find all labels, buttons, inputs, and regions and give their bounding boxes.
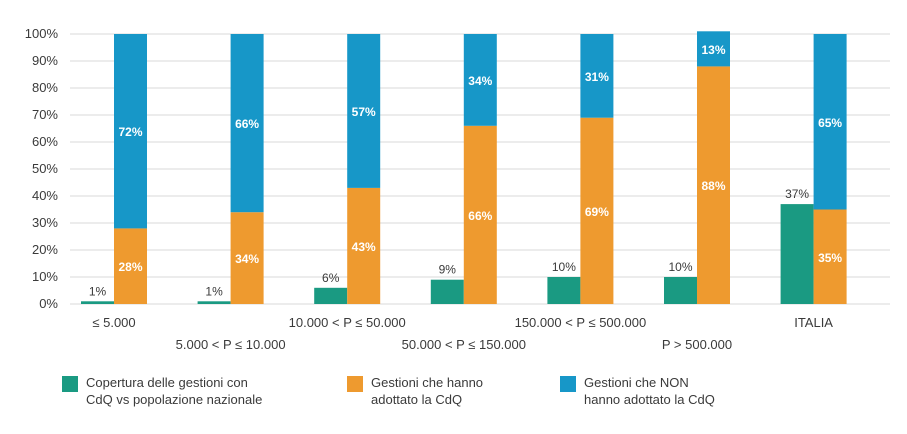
y-tick-label: 30% (32, 215, 58, 230)
legend-item-copertura: Copertura delle gestioni con CdQ vs popo… (62, 374, 262, 408)
data-label-copertura: 37% (785, 187, 809, 201)
bar-non-adottato (347, 34, 381, 188)
y-tick-label: 50% (32, 161, 58, 176)
y-tick-label: 100% (25, 26, 59, 41)
legend-label-non-adottato-line1: Gestioni che NON (584, 375, 689, 390)
data-label-non-adottato: 65% (818, 116, 842, 130)
legend-label-copertura-line2: CdQ vs popolazione nazionale (86, 392, 263, 407)
y-tick-label: 0% (39, 296, 58, 311)
data-label-copertura: 9% (439, 263, 457, 277)
y-tick-label: 60% (32, 134, 58, 149)
data-label-copertura: 1% (205, 284, 223, 298)
legend-swatch-copertura (62, 376, 78, 392)
bar-adottato (347, 187, 381, 304)
data-label-copertura: 1% (89, 284, 107, 298)
data-label-non-adottato: 31% (585, 70, 609, 84)
bar-copertura (780, 204, 814, 304)
x-tick-label: ITALIA (794, 315, 833, 330)
data-label-copertura: 6% (322, 271, 340, 285)
data-label-adottato: 66% (468, 209, 492, 223)
data-label-adottato: 34% (235, 252, 259, 266)
bar-non-adottato (697, 31, 730, 67)
x-tick-label: P > 500.000 (662, 337, 732, 352)
y-tick-label: 20% (32, 242, 58, 257)
x-tick-label: 5.000 < P ≤ 10.000 (176, 337, 286, 352)
data-label-adottato: 43% (352, 240, 376, 254)
bar-adottato (463, 125, 497, 304)
y-tick-label: 40% (32, 188, 58, 203)
bar-non-adottato (813, 34, 847, 210)
legend-label-adottato-line1: Gestioni che hanno (371, 375, 484, 390)
bar-non-adottato (230, 34, 264, 213)
bar-copertura (547, 277, 581, 304)
data-label-non-adottato: 66% (235, 117, 259, 131)
y-tick-label: 10% (32, 269, 58, 284)
bar-adottato (580, 117, 614, 304)
bar-adottato (114, 228, 147, 304)
data-label-adottato: 88% (701, 179, 725, 193)
x-tick-label: 10.000 < P ≤ 50.000 (289, 315, 406, 330)
data-label-copertura: 10% (552, 260, 576, 274)
legend-label-non-adottato-line2: hanno adottato la CdQ (584, 392, 715, 407)
bar-copertura (81, 301, 114, 304)
legend-item-non-adottato: Gestioni che NON hanno adottato la CdQ (560, 374, 715, 408)
bar-non-adottato (114, 34, 147, 229)
chart-plot: 0% 10% 20% 30% 40% 50% 60% 70% 80% 90% 100% 1% 28% 72… (25, 26, 890, 352)
bar-adottato (813, 209, 847, 304)
x-tick-label: ≤ 5.000 (92, 315, 135, 330)
bar-copertura (664, 277, 697, 304)
bar-non-adottato (580, 34, 614, 118)
y-tick-label: 80% (32, 80, 58, 95)
data-label-non-adottato: 72% (118, 125, 142, 139)
x-tick-label: 150.000 < P ≤ 500.000 (515, 315, 647, 330)
bar-copertura (314, 287, 348, 304)
data-label-copertura: 10% (668, 260, 692, 274)
legend-label-copertura-line1: Copertura delle gestioni con (86, 375, 248, 390)
bar-copertura (197, 301, 231, 304)
legend-swatch-adottato (347, 376, 363, 392)
legend-swatch-non-adottato (560, 376, 576, 392)
bar-non-adottato (463, 34, 497, 126)
y-tick-label: 70% (32, 107, 58, 122)
y-tick-label: 90% (32, 53, 58, 68)
legend-label-adottato-line2: adottato la CdQ (371, 392, 463, 407)
data-label-adottato: 69% (585, 205, 609, 219)
legend-item-adottato: Gestioni che hanno adottato la CdQ (347, 374, 483, 408)
bar-copertura (430, 279, 464, 304)
data-label-non-adottato: 13% (701, 43, 725, 57)
x-tick-label: 50.000 < P ≤ 150.000 (402, 337, 526, 352)
bar-adottato (697, 66, 730, 305)
data-label-adottato: 28% (118, 260, 142, 274)
data-label-non-adottato: 34% (468, 74, 492, 88)
data-label-adottato: 35% (818, 251, 842, 265)
data-label-non-adottato: 57% (352, 105, 376, 119)
chart-legend: Copertura delle gestioni con CdQ vs popo… (0, 374, 907, 434)
bar-adottato (230, 212, 264, 304)
